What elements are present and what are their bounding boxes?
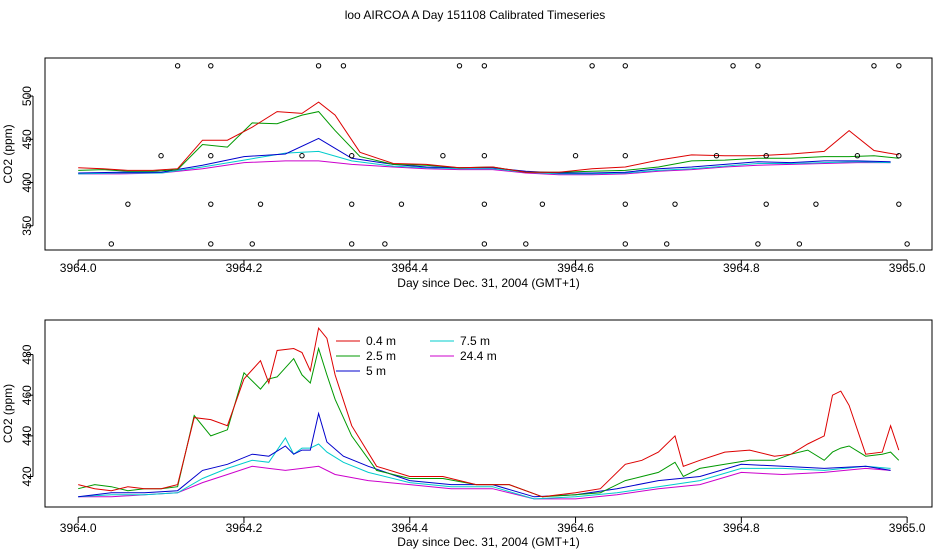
legend-label: 24.4 m [460, 349, 497, 363]
figure-title: loo AIRCOA A Day 151108 Calibrated Times… [345, 8, 606, 22]
data-point-marker [440, 153, 446, 159]
data-point-marker [664, 241, 670, 247]
data-point-marker [481, 201, 488, 207]
data-point-marker [755, 241, 761, 247]
y-axis-label: CO2 (ppm) [1, 124, 15, 183]
data-point-marker [108, 241, 115, 247]
data-point-marker [763, 153, 769, 159]
x-tick-label: 3964.0 [60, 521, 97, 535]
data-point-marker [896, 63, 902, 69]
data-point-marker [158, 153, 164, 159]
data-point-marker [672, 201, 678, 207]
data-point-marker [349, 201, 355, 207]
data-point-marker [896, 153, 902, 159]
data-point-marker [174, 63, 181, 69]
series-line-5-m [78, 411, 891, 498]
data-point-marker [713, 153, 720, 159]
legend-label: 2.5 m [366, 349, 396, 363]
data-point-marker [208, 241, 214, 247]
y-tick-label: 440 [20, 426, 34, 446]
data-point-marker [456, 63, 463, 69]
chart-panel-bottom: 3964.0 3964.2 3964.4 3964.6 3964.8 3965.0 Day … [1, 319, 933, 549]
data-point-marker [481, 63, 488, 69]
data-point-marker [871, 63, 877, 69]
data-point-marker [249, 241, 255, 247]
data-point-marker [349, 241, 355, 247]
plot-frame [44, 57, 933, 251]
data-point-marker [349, 153, 355, 159]
data-point-marker [299, 153, 305, 159]
series-line-7-5-m [78, 436, 891, 500]
x-tick-label: 3964.6 [557, 521, 594, 535]
x-tick-label: 3964.4 [391, 521, 428, 535]
data-point-marker [340, 63, 347, 69]
x-tick-label: 3964.4 [391, 261, 428, 275]
y-tick-label: 450 [20, 129, 34, 149]
data-point-marker [481, 153, 488, 159]
data-point-marker [589, 63, 595, 69]
data-point-marker [315, 63, 322, 69]
x-tick-label: 3964.8 [723, 261, 760, 275]
data-point-marker [382, 241, 388, 247]
data-point-marker [208, 153, 214, 159]
series-line-24-4-m [78, 160, 891, 176]
series-line-0-4-m [78, 101, 899, 173]
data-point-marker [572, 153, 579, 159]
x-tick-label: 3964.2 [226, 521, 263, 535]
legend-label: 7.5 m [460, 334, 490, 348]
data-point-marker [904, 241, 910, 247]
data-point-marker [755, 63, 761, 69]
data-point-marker [622, 241, 628, 247]
x-tick-label: 3964.6 [557, 261, 594, 275]
data-point-marker [125, 201, 131, 207]
data-point-marker [481, 241, 488, 247]
data-point-marker [257, 201, 264, 207]
legend-label: 5 m [366, 364, 386, 378]
y-tick-label: 350 [20, 215, 34, 235]
plot-area [78, 326, 900, 500]
y-axis-label: CO2 (ppm) [1, 384, 15, 443]
y-tick-label: 500 [20, 86, 34, 106]
data-point-marker [523, 241, 529, 247]
x-axis-label: Day since Dec. 31, 2004 (GMT+1) [397, 535, 579, 549]
data-point-marker [730, 63, 736, 69]
legend-label: 0.4 m [366, 334, 396, 348]
data-point-marker [813, 201, 819, 207]
x-tick-label: 3965.0 [889, 261, 926, 275]
data-point-marker [622, 201, 628, 207]
series-line-7-5-m [78, 150, 891, 175]
x-axis-label: Day since Dec. 31, 2004 (GMT+1) [397, 276, 579, 290]
plot-area [78, 63, 910, 247]
y-tick-label: 460 [20, 385, 34, 405]
x-tick-label: 3965.0 [889, 521, 926, 535]
data-point-marker [854, 153, 861, 159]
y-tick-label: 420 [20, 466, 34, 486]
series-line-2-5-m [78, 346, 900, 498]
data-point-marker [622, 63, 628, 69]
series-line-24-4-m [78, 465, 891, 500]
series-line-0-4-m [78, 326, 900, 498]
data-point-marker [539, 201, 546, 207]
data-point-marker [796, 241, 803, 247]
y-tick-label: 480 [20, 344, 34, 364]
plot-frame [44, 319, 933, 508]
y-tick-label: 400 [20, 172, 34, 192]
x-tick-label: 3964.2 [226, 261, 263, 275]
data-point-marker [622, 153, 628, 159]
data-point-marker [398, 201, 405, 207]
x-tick-label: 3964.0 [60, 261, 97, 275]
data-point-marker [896, 201, 902, 207]
data-point-marker [763, 201, 769, 207]
data-point-marker [208, 63, 214, 69]
chart-panel-top: 3964.0 3964.2 3964.4 3964.6 3964.8 3965.0 Day … [1, 57, 933, 290]
data-point-marker [208, 201, 214, 207]
x-tick-label: 3964.8 [723, 521, 760, 535]
